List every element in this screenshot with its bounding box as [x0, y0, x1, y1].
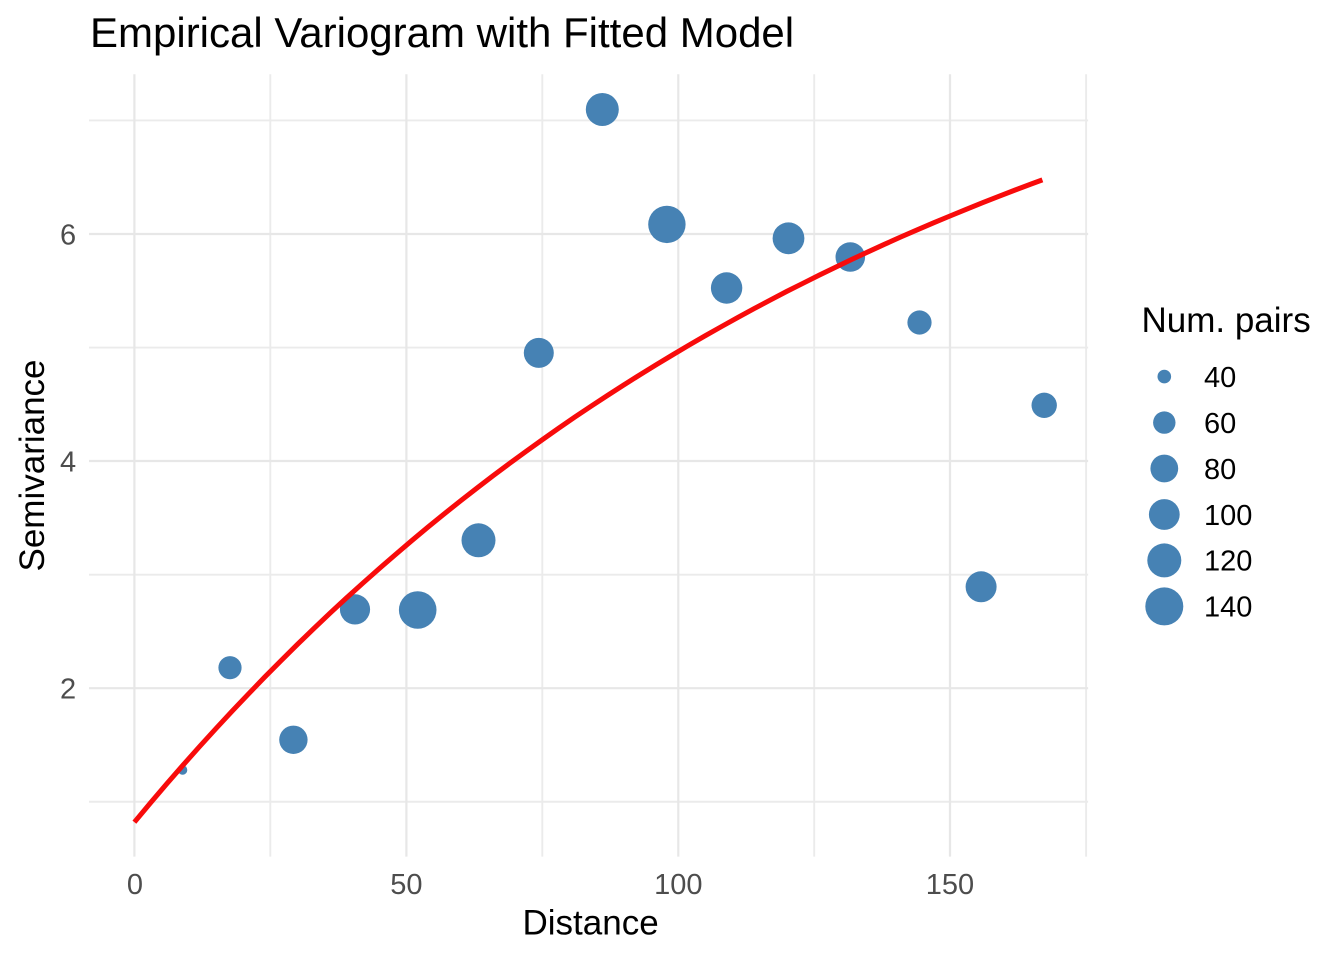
svg-text:Semivariance: Semivariance	[13, 359, 52, 571]
svg-text:40: 40	[1204, 362, 1236, 394]
svg-text:50: 50	[390, 869, 422, 901]
svg-text:150: 150	[926, 869, 974, 901]
svg-text:60: 60	[1204, 408, 1236, 440]
svg-text:2: 2	[60, 674, 76, 706]
svg-text:0: 0	[127, 869, 143, 901]
svg-text:Num. pairs: Num. pairs	[1142, 301, 1311, 340]
svg-text:6: 6	[60, 219, 76, 251]
svg-text:120: 120	[1204, 546, 1252, 578]
svg-text:140: 140	[1204, 592, 1252, 624]
svg-text:Distance: Distance	[523, 904, 659, 943]
svg-text:100: 100	[654, 869, 702, 901]
svg-text:80: 80	[1204, 454, 1236, 486]
svg-text:100: 100	[1204, 500, 1252, 532]
svg-text:Empirical Variogram with Fitte: Empirical Variogram with Fitted Model	[90, 9, 794, 56]
svg-text:4: 4	[60, 446, 76, 478]
